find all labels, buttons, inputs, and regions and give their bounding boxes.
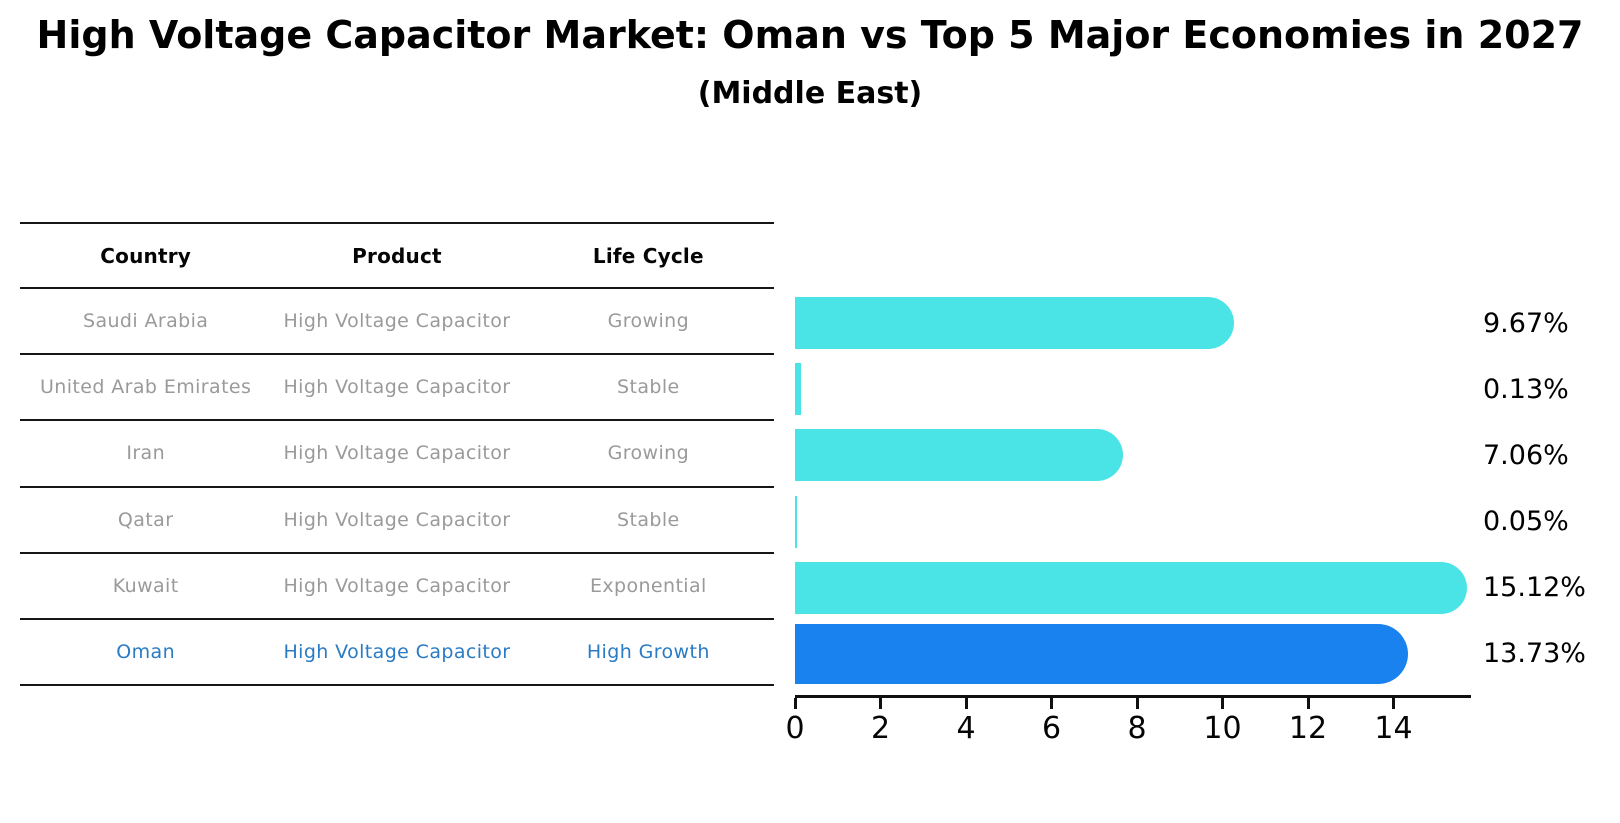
cell-country: Iran: [126, 442, 166, 465]
bar-iran: [795, 429, 1123, 482]
value-label-saudi-arabia: 9.67%: [1483, 307, 1569, 339]
cell-country: Qatar: [117, 508, 174, 531]
x-tick-mark: [793, 698, 797, 709]
column-header-country: Country: [100, 243, 192, 268]
bar-saudi-arabia: [795, 297, 1235, 350]
x-tick-mark: [964, 698, 968, 709]
x-tick-mark: [1306, 698, 1310, 709]
cell-life-cycle: Stable: [617, 376, 680, 399]
cell-product: High Voltage Capacitor: [283, 641, 511, 664]
value-label-uae: 0.13%: [1483, 373, 1569, 405]
x-tick-mark: [1135, 698, 1139, 709]
cell-life-cycle: Exponential: [589, 574, 707, 597]
x-tick-mark: [1392, 698, 1395, 709]
value-labels: 9.67% 0.13% 7.06% 0.05% 15.12% 13.73%: [1483, 290, 1613, 687]
table-row-uae: United Arab Emirates High Voltage Capaci…: [20, 355, 774, 422]
cell-life-cycle: Growing: [607, 310, 690, 333]
chart-subtitle: (Middle East): [697, 76, 923, 111]
x-tick-mark: [1050, 698, 1053, 709]
x-tick-label: 6: [1041, 711, 1062, 746]
table-row-iran: Iran High Voltage Capacitor Growing: [20, 421, 774, 488]
cell-country: United Arab Emirates: [40, 376, 252, 399]
x-tick-label: 10: [1203, 711, 1242, 746]
value-label-kuwait: 15.12%: [1483, 572, 1586, 604]
table-row-saudi-arabia: Saudi Arabia High Voltage Capacitor Grow…: [20, 289, 774, 356]
x-axis-line: [795, 695, 1471, 698]
value-label-qatar: 0.05%: [1483, 506, 1569, 538]
x-tick-label: 0: [785, 711, 805, 746]
cell-product: High Voltage Capacitor: [283, 574, 511, 597]
bar-oman: [795, 623, 1408, 684]
column-header-life-cycle: Life Cycle: [592, 243, 704, 268]
bar-kuwait: [795, 561, 1468, 614]
cell-country: Saudi Arabia: [82, 310, 209, 333]
bar-uae: [795, 363, 801, 416]
cell-life-cycle: Stable: [617, 508, 680, 531]
column-header-product: Product: [352, 243, 442, 268]
x-tick-label: 12: [1288, 711, 1328, 746]
cell-life-cycle: High Growth: [586, 641, 710, 664]
table-row-qatar: Qatar High Voltage Capacitor Stable: [20, 488, 774, 554]
chart-title: High Voltage Capacitor Market: Oman vs T…: [36, 13, 1584, 57]
x-tick-label: 14: [1374, 711, 1413, 746]
x-tick-mark: [1221, 698, 1224, 709]
table-header-row: Country Product Life Cycle: [20, 222, 774, 289]
cell-country: Oman: [116, 641, 176, 664]
cell-product: High Voltage Capacitor: [283, 442, 511, 465]
x-tick-label: 4: [956, 711, 976, 746]
x-tick-label: 2: [870, 711, 891, 746]
cell-product: High Voltage Capacitor: [283, 310, 511, 333]
info-table: Country Product Life Cycle Saudi Arabia …: [20, 222, 774, 687]
cell-country: Kuwait: [112, 574, 179, 597]
table-row-oman: Oman High Voltage Capacitor High Growth: [20, 620, 774, 687]
value-label-iran: 7.06%: [1483, 439, 1569, 471]
cell-product: High Voltage Capacitor: [283, 508, 511, 531]
table-row-kuwait: Kuwait High Voltage Capacitor Exponentia…: [20, 554, 774, 620]
cell-product: High Voltage Capacitor: [283, 376, 511, 399]
cell-life-cycle: Growing: [607, 442, 690, 465]
bar-qatar: [795, 495, 798, 548]
bar-plot-area: [795, 290, 1485, 688]
x-tick-label: 8: [1127, 711, 1147, 746]
value-label-oman: 13.73%: [1483, 638, 1586, 670]
x-tick-mark: [879, 698, 882, 709]
